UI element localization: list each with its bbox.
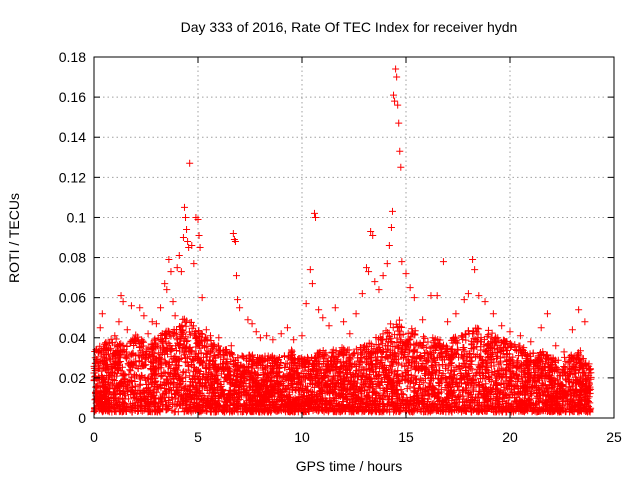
data-point xyxy=(91,347,99,355)
data-point xyxy=(496,359,504,367)
data-point xyxy=(498,365,506,373)
data-point xyxy=(422,375,430,383)
data-point xyxy=(282,360,290,368)
data-point xyxy=(171,330,179,338)
data-point xyxy=(316,366,324,374)
data-point xyxy=(109,375,117,383)
data-point xyxy=(435,362,443,370)
data-point xyxy=(378,335,386,343)
data-point xyxy=(352,345,360,353)
data-point xyxy=(477,346,485,354)
data-point xyxy=(420,333,428,341)
data-point xyxy=(395,316,403,324)
data-point xyxy=(112,335,120,343)
data-point xyxy=(132,383,140,391)
data-point xyxy=(372,333,380,341)
data-point xyxy=(112,397,120,405)
data-point xyxy=(182,322,190,330)
data-point xyxy=(384,328,392,336)
data-point xyxy=(424,338,432,346)
data-point xyxy=(353,354,361,362)
data-point xyxy=(421,334,429,342)
data-point xyxy=(403,385,411,393)
data-point xyxy=(136,380,144,388)
data-point xyxy=(334,357,342,365)
data-point xyxy=(186,344,194,352)
data-point xyxy=(412,358,420,366)
chart-title: Day 333 of 2016, Rate Of TEC Index for r… xyxy=(181,19,518,35)
data-point xyxy=(126,339,134,347)
data-points xyxy=(90,65,595,416)
data-point xyxy=(483,332,491,340)
data-point xyxy=(177,386,185,394)
